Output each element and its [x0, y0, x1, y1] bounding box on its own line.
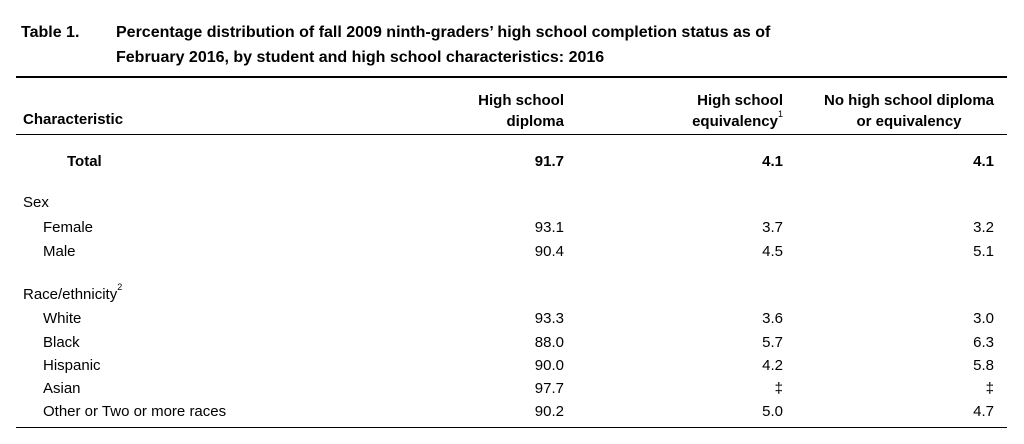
section-heading-sex: Sex — [0, 194, 1024, 216]
row-label: Asian — [43, 380, 81, 397]
cell-diploma: 90.4 — [534, 243, 564, 260]
cell-equivalency: 5.0 — [762, 403, 783, 420]
cell-diploma: 88.0 — [534, 334, 564, 351]
header-equivalency-text: equivalency — [692, 113, 778, 130]
row-label: Female — [43, 219, 94, 236]
table-row: Asian 97.7 ‡ ‡ — [0, 380, 1024, 402]
cell-diploma: 90.0 — [534, 357, 564, 374]
cell-no-diploma: 3.2 — [973, 219, 994, 236]
table-title-line-1: Percentage distribution of fall 2009 nin… — [116, 24, 771, 41]
table-row: Other or Two or more races 90.2 5.0 4.7 — [0, 403, 1024, 425]
section-label: Race/ethnicity2 — [23, 283, 122, 304]
cell-equivalency: 4.5 — [762, 243, 783, 260]
header-equivalency-line-2: equivalency1 — [692, 109, 783, 132]
top-rule — [16, 76, 1007, 78]
row-label: White — [43, 310, 82, 327]
table-row: Hispanic 90.0 4.2 5.8 — [0, 357, 1024, 379]
cell-no-diploma: 6.3 — [973, 334, 994, 351]
cell-equivalency: 4.2 — [762, 357, 783, 374]
header-no-diploma: No high school diploma or equivalency — [824, 90, 994, 132]
row-label: Black — [43, 334, 80, 351]
table-row: Male 90.4 4.5 5.1 — [0, 243, 1024, 265]
header-rule — [16, 134, 1007, 135]
cell-diploma: 97.7 — [534, 380, 564, 397]
cell-diploma: 91.7 — [534, 153, 564, 170]
row-label: Hispanic — [43, 357, 101, 374]
header-no-diploma-line-2: or equivalency — [856, 113, 962, 130]
row-label: Male — [43, 243, 76, 260]
cell-diploma: 90.2 — [534, 403, 564, 420]
cell-diploma: 93.1 — [534, 219, 564, 236]
cell-no-diploma: 3.0 — [973, 310, 994, 327]
cell-diploma: 93.3 — [534, 310, 564, 327]
table-row-total: Total 91.7 4.1 4.1 — [0, 153, 1024, 175]
table-row: White 93.3 3.6 3.0 — [0, 310, 1024, 332]
cell-equivalency: 4.1 — [762, 153, 783, 170]
table-title-line-2: February 2016, by student and high schoo… — [116, 49, 605, 66]
header-diploma-line-2: diploma — [506, 113, 564, 130]
table-row: Black 88.0 5.7 6.3 — [0, 334, 1024, 356]
table-row: Female 93.1 3.7 3.2 — [0, 219, 1024, 241]
header-equivalency-line-1: High school — [697, 92, 783, 109]
cell-no-diploma: 4.7 — [973, 403, 994, 420]
section-label-text: Race/ethnicity — [23, 286, 118, 303]
cell-equivalency: ‡ — [774, 380, 783, 397]
cell-no-diploma: 5.8 — [973, 357, 994, 374]
cell-no-diploma: ‡ — [985, 380, 994, 397]
table-number: Table 1. — [21, 24, 80, 41]
footnote-marker-2: 2 — [117, 282, 123, 292]
bottom-rule — [16, 427, 1007, 428]
section-heading-race: Race/ethnicity2 — [0, 283, 1024, 308]
cell-equivalency: 3.7 — [762, 219, 783, 236]
row-label: Total — [67, 153, 102, 170]
cell-no-diploma: 4.1 — [973, 153, 994, 170]
cell-equivalency: 3.6 — [762, 310, 783, 327]
header-diploma: High school diploma — [478, 90, 564, 132]
header-characteristic: Characteristic — [23, 111, 124, 128]
header-equivalency: High school equivalency1 — [692, 90, 783, 132]
footnote-marker-1: 1 — [777, 109, 783, 119]
section-label: Sex — [23, 194, 49, 211]
cell-no-diploma: 5.1 — [973, 243, 994, 260]
header-diploma-line-1: High school — [478, 92, 564, 109]
cell-equivalency: 5.7 — [762, 334, 783, 351]
row-label: Other or Two or more races — [43, 403, 227, 420]
header-no-diploma-line-1: No high school diploma — [824, 92, 994, 109]
